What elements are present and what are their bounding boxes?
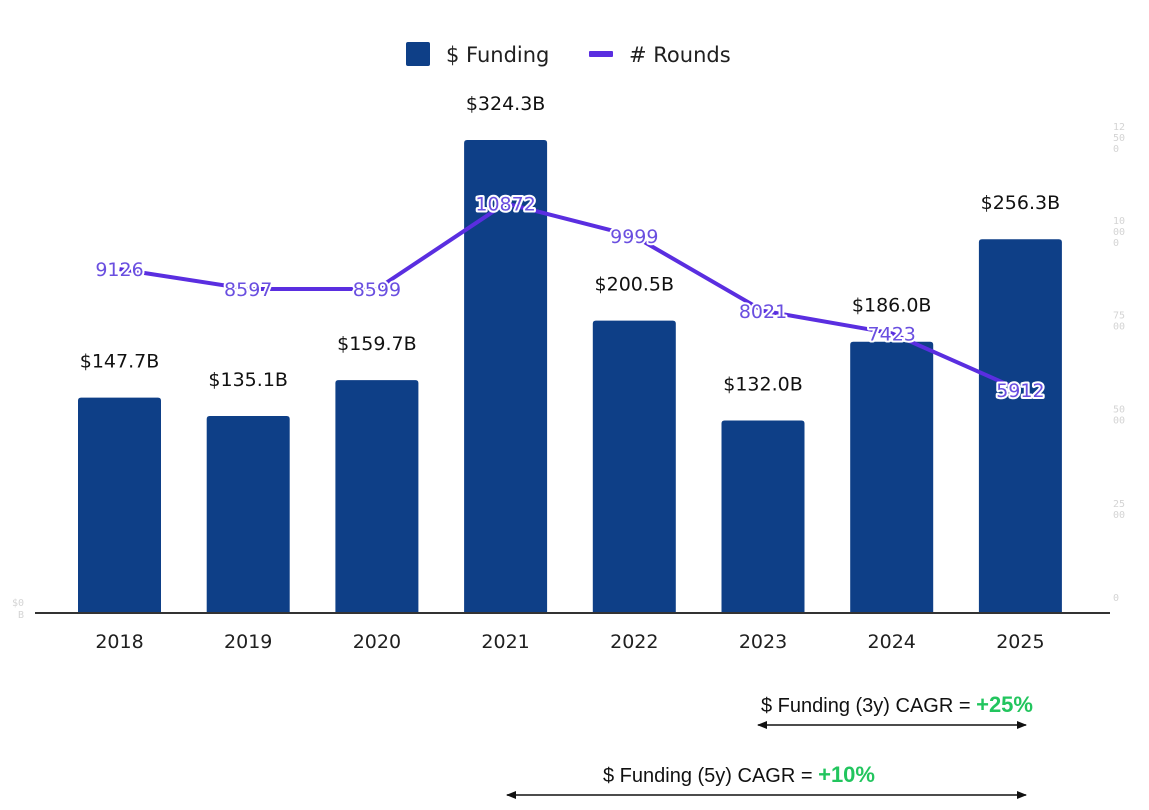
funding-bar-2021 bbox=[464, 140, 548, 613]
rounds-label-2020: 8599 bbox=[353, 279, 401, 301]
funding-bar-2025 bbox=[978, 239, 1062, 614]
left-tick-$0B: $0 B bbox=[12, 598, 24, 621]
cagr-3y-text: $ Funding (3y) CAGR = +25% bbox=[761, 692, 1033, 717]
funding-bar-2023 bbox=[721, 420, 805, 613]
rounds-label-2018: 9126 bbox=[95, 259, 143, 281]
funding-bar-label-2023: $132.0B bbox=[723, 373, 803, 395]
legend-swatch-rounds bbox=[589, 51, 613, 57]
funding-bar-label-2020: $159.7B bbox=[337, 333, 417, 355]
x-tick-2023: 2023 bbox=[739, 631, 787, 653]
legend-swatch-funding bbox=[406, 42, 430, 66]
cagr-5y-value: +10% bbox=[818, 762, 875, 787]
left-axis-ticks: $0 B bbox=[12, 598, 24, 621]
x-tick-2018: 2018 bbox=[95, 631, 143, 653]
funding-bar-2019 bbox=[206, 415, 290, 613]
right-tick-0: 0 bbox=[1113, 593, 1119, 604]
right-tick-10000: 10 00 0 bbox=[1113, 216, 1125, 249]
rounds-label-2024: 7423 bbox=[868, 323, 916, 345]
right-tick-5000: 50 00 bbox=[1113, 405, 1125, 427]
cagr-3y-value: +25% bbox=[976, 692, 1033, 717]
rounds-label-2025: 5912 bbox=[996, 380, 1044, 402]
funding-bar-label-2019: $135.1B bbox=[208, 369, 288, 391]
funding-bar-label-2022: $200.5B bbox=[595, 274, 675, 296]
legend: $ Funding # Rounds bbox=[406, 42, 731, 67]
funding-bar-2022 bbox=[592, 320, 676, 613]
funding-bar-label-2024: $186.0B bbox=[852, 295, 932, 317]
funding-bar-label-2021: $324.3B bbox=[466, 93, 546, 115]
funding-bar-label-2018: $147.7B bbox=[80, 351, 160, 373]
x-tick-2025: 2025 bbox=[996, 631, 1044, 653]
cagr-5y-text: $ Funding (5y) CAGR = +10% bbox=[603, 762, 875, 787]
rounds-line-labels: 9126 8597 8599 10872 9999 8021 7423 5912 bbox=[93, 191, 1046, 404]
x-axis-ticks: 2018 2019 2020 2021 2022 2023 2024 2025 bbox=[95, 631, 1044, 653]
funding-bar-2020 bbox=[335, 380, 419, 613]
funding-bar-labels: $147.7B $135.1B $159.7B $324.3B $200.5B $132.… bbox=[78, 92, 1061, 397]
funding-bars bbox=[78, 140, 1062, 614]
right-tick-7500: 75 00 bbox=[1113, 310, 1125, 332]
right-axis-ticks: 0 25 00 50 00 75 00 10 00 0 12 50 0 bbox=[1113, 122, 1125, 604]
x-tick-2020: 2020 bbox=[353, 631, 401, 653]
cagr-annotation-3y: $ Funding (3y) CAGR = +25% bbox=[757, 692, 1033, 729]
legend-label-funding: $ Funding bbox=[446, 43, 549, 67]
rounds-label-2022: 9999 bbox=[610, 226, 658, 248]
rounds-label-2019: 8597 bbox=[224, 279, 272, 301]
funding-bar-2018 bbox=[78, 397, 161, 613]
rounds-label-2021: 10872 bbox=[475, 193, 535, 215]
x-tick-2021: 2021 bbox=[481, 631, 529, 653]
cagr-annotation-5y: $ Funding (5y) CAGR = +10% bbox=[506, 762, 1027, 799]
right-tick-12500: 12 50 0 bbox=[1113, 122, 1125, 155]
right-tick-2500: 25 00 bbox=[1113, 499, 1125, 521]
rounds-label-2023: 8021 bbox=[739, 301, 787, 323]
x-tick-2022: 2022 bbox=[610, 631, 658, 653]
funding-bar-2024 bbox=[850, 341, 934, 613]
x-tick-2019: 2019 bbox=[224, 631, 272, 653]
funding-bar-label-2025: $256.3B bbox=[981, 192, 1061, 214]
rounds-line bbox=[119, 201, 1022, 393]
legend-label-rounds: # Rounds bbox=[629, 43, 731, 67]
x-tick-2024: 2024 bbox=[868, 631, 916, 653]
